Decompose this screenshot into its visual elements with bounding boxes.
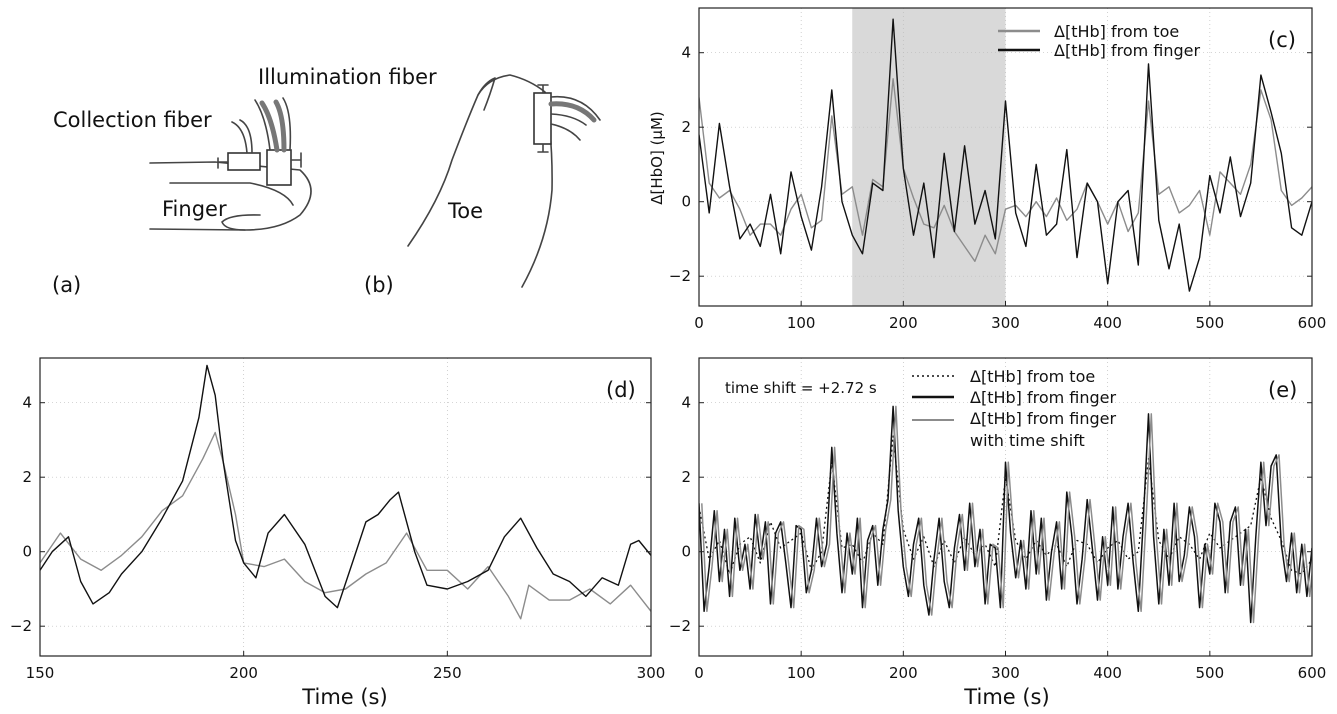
x-tick-label: 100: [787, 314, 816, 332]
x-tick-label: 500: [1196, 664, 1225, 682]
toe-probe-screw: [537, 84, 549, 153]
x-tick-label: 400: [1093, 664, 1122, 682]
x-tick-label: 200: [229, 664, 258, 682]
x-tick-label: 0: [694, 664, 704, 682]
x-tick-label: 500: [1196, 314, 1225, 332]
legend-label-toe: Δ[tHb] from toe: [970, 367, 1095, 386]
panel-tag: (d): [606, 378, 636, 402]
finger-probe-holder: [266, 149, 292, 186]
legend: Δ[tHb] from toe Δ[tHb] from finger Δ[tHb…: [912, 367, 1121, 450]
y-tick-label: −2: [669, 617, 691, 635]
x-tick-label: 300: [991, 664, 1020, 682]
y-tick-label: 4: [681, 394, 691, 412]
x-tick-label: 600: [1298, 664, 1327, 682]
chart-panel-e: 0 100 200 300 400 500 600 −2 0 2 4 (e) time shift …: [669, 357, 1326, 709]
y-tick-label: 2: [681, 468, 691, 486]
x-axis-label: Time (s): [963, 685, 1049, 709]
y-tick-label: 4: [22, 394, 32, 412]
tick-labels: 0 100 200 300 400 500 600 −2 0 2 4: [669, 394, 1326, 682]
x-tick-label: 0: [694, 314, 704, 332]
panel-a-tag: (a): [52, 273, 81, 297]
series-line-1: [40, 431, 651, 620]
chart-grid: [39, 358, 652, 656]
finger-label: Finger: [162, 197, 227, 221]
y-tick-label: −2: [10, 617, 32, 635]
tick-labels: 150 200 250 300 −2 0 2 4: [10, 394, 665, 682]
finger-outline: [149, 161, 312, 231]
y-tick-label: 0: [681, 543, 691, 561]
finger-probe-screw: [217, 152, 302, 169]
legend: Δ[tHb] from toe Δ[tHb] from finger: [998, 22, 1201, 60]
x-tick-label: 300: [991, 314, 1020, 332]
plot-frame: [39, 357, 652, 657]
y-axis-label: Δ[HbO] (μM): [648, 111, 666, 205]
toe-probe-holder: [533, 92, 552, 145]
illumination-fiber-label: Illumination fiber: [258, 65, 437, 89]
toe-fiber-outline: [550, 95, 601, 141]
x-tick-label: 150: [26, 664, 55, 682]
y-tick-label: 2: [22, 468, 32, 486]
x-tick-label: 200: [889, 314, 918, 332]
legend-label-finger-shifted: Δ[tHb] from finger with time shift: [970, 409, 1121, 450]
y-tick-label: 2: [681, 118, 691, 136]
toe-label: Toe: [447, 199, 483, 223]
collection-fiber-label: Collection fiber: [53, 108, 212, 132]
legend-label-finger-shifted-line1: Δ[tHb] from finger: [970, 409, 1117, 428]
x-tick-label: 600: [1298, 314, 1327, 332]
toe-outline: [407, 74, 553, 288]
series-line-2: [699, 18, 1312, 292]
y-tick-label: −2: [669, 267, 691, 285]
collection-fiber-line: [231, 119, 253, 154]
finger-nail-outline: [169, 182, 294, 206]
chart-series-group: [699, 405, 1312, 624]
y-tick-label: 0: [22, 543, 32, 561]
chart-series-group: [40, 364, 651, 620]
finger-probe-clamp: [227, 152, 261, 171]
x-tick-label: 400: [1093, 314, 1122, 332]
series-line-2: [699, 405, 1312, 624]
illumination-fiber-outline: [254, 97, 292, 151]
panel-a-illustration: Illumination fiber Collection fiber Fing…: [52, 65, 437, 297]
panel-tag: (c): [1268, 28, 1296, 52]
y-tick-label: 4: [681, 44, 691, 62]
series-line-3: [701, 405, 1312, 624]
toe-nail-outline: [477, 77, 496, 111]
illumination-fiber-line: [259, 99, 287, 153]
time-shift-annotation: time shift = +2.72 s: [725, 379, 877, 397]
chart-panel-d: 150 200 250 300 −2 0 2 4 (d) Time (s): [10, 357, 665, 709]
finger-tip-outline: [221, 214, 261, 231]
legend-label-finger: Δ[tHb] from finger: [970, 388, 1117, 407]
y-tick-label: 0: [681, 193, 691, 211]
legend-label-toe: Δ[tHb] from toe: [1054, 22, 1179, 41]
legend-label-finger: Δ[tHb] from finger: [1054, 41, 1201, 60]
legend-label-finger-shifted-line2: with time shift: [970, 431, 1085, 450]
series-line-1: [699, 78, 1312, 262]
tick-labels: 0 100 200 300 400 500 600 −2 0 2 4: [669, 44, 1326, 332]
series-line-2: [40, 364, 651, 609]
chart-panel-c: 0 100 200 300 400 500 600 −2 0 2 4 Δ[HbO] (μM) (c)…: [648, 7, 1326, 332]
chart-series-group: [699, 18, 1312, 292]
x-tick-label: 300: [637, 664, 666, 682]
panel-tag: (e): [1268, 378, 1297, 402]
x-tick-label: 100: [787, 664, 816, 682]
panel-b-illustration: Toe (b): [364, 74, 601, 297]
highlight-region: [852, 8, 1006, 306]
x-axis-label: Time (s): [301, 685, 387, 709]
x-tick-label: 250: [433, 664, 462, 682]
panel-b-tag: (b): [364, 273, 394, 297]
x-tick-label: 200: [889, 664, 918, 682]
toe-illumination-fiber: [548, 101, 597, 123]
